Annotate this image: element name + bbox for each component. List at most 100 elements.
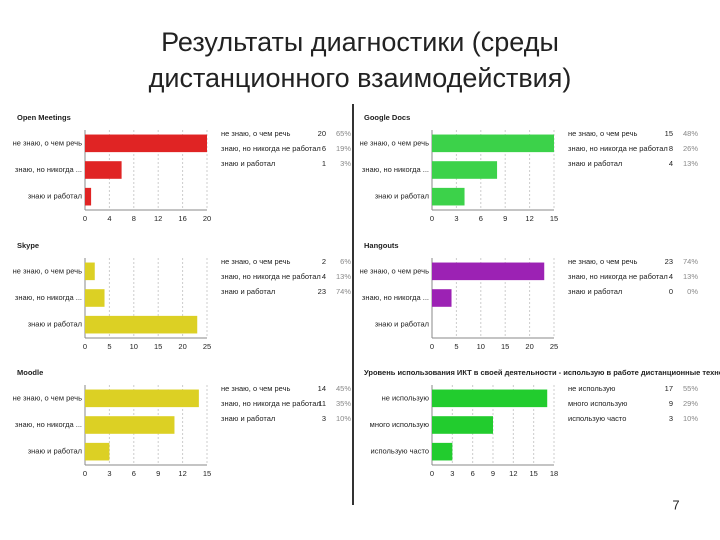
x-tick-label: 15 <box>550 214 558 223</box>
y-tick-label: знаю, но никогда ... <box>362 293 429 302</box>
x-tick-label: 3 <box>454 214 458 223</box>
table-percent: 19% <box>336 144 351 153</box>
slide-title: дистанционного взаимодействия) <box>149 63 572 93</box>
table-count: 1 <box>322 159 326 168</box>
y-tick-label: знаю, но никогда ... <box>362 165 429 174</box>
x-tick-label: 3 <box>107 469 111 478</box>
table-label: знаю и работал <box>221 414 275 423</box>
table-label: знаю, но никогда не работал <box>221 399 321 408</box>
x-tick-label: 0 <box>83 342 87 351</box>
table-count: 4 <box>669 159 673 168</box>
table-count: 4 <box>322 272 326 281</box>
y-tick-label: знаю и работал <box>28 192 82 201</box>
x-tick-label: 0 <box>83 469 87 478</box>
x-tick-label: 12 <box>178 469 186 478</box>
table-percent: 26% <box>683 144 698 153</box>
x-tick-label: 18 <box>550 469 558 478</box>
table-percent: 13% <box>336 272 351 281</box>
x-tick-label: 6 <box>471 469 475 478</box>
table-label: знаю и работал <box>221 159 275 168</box>
bar <box>85 187 92 206</box>
table-label: знаю, но никогда не работал <box>568 272 668 281</box>
y-tick-label: знаю и работал <box>375 192 429 201</box>
x-tick-label: 16 <box>178 214 186 223</box>
table-count: 11 <box>318 399 326 408</box>
y-tick-label: не знаю, о чем речь <box>13 266 83 275</box>
table-percent: 65% <box>336 129 351 138</box>
y-tick-label: много использую <box>370 420 430 429</box>
bar <box>432 389 548 408</box>
chart-title: Google Docs <box>364 113 410 122</box>
x-tick-label: 0 <box>83 214 87 223</box>
slide-title: Результаты диагностики (среды <box>161 27 559 57</box>
x-tick-label: 4 <box>107 214 111 223</box>
bar <box>85 262 95 281</box>
table-percent: 55% <box>683 384 698 393</box>
bar <box>85 289 105 307</box>
table-percent: 10% <box>336 414 351 423</box>
y-tick-label: знаю, но никогда ... <box>15 293 82 302</box>
x-tick-label: 10 <box>477 342 485 351</box>
table-percent: 45% <box>336 384 351 393</box>
table-count: 15 <box>665 129 673 138</box>
table-percent: 48% <box>683 129 698 138</box>
bar <box>85 389 199 408</box>
x-tick-label: 25 <box>550 342 558 351</box>
table-label: не использую <box>568 384 616 393</box>
table-percent: 74% <box>336 287 351 296</box>
x-tick-label: 15 <box>203 469 211 478</box>
x-tick-label: 6 <box>479 214 483 223</box>
table-count: 14 <box>318 384 326 393</box>
table-percent: 29% <box>683 399 698 408</box>
table-percent: 0% <box>687 287 698 296</box>
x-tick-label: 9 <box>491 469 495 478</box>
table-label: знаю, но никогда не работал <box>221 272 321 281</box>
x-tick-label: 0 <box>430 342 434 351</box>
table-label: не знаю, о чем речь <box>568 257 638 266</box>
x-tick-label: 15 <box>501 342 509 351</box>
y-tick-label: знаю, но никогда ... <box>15 420 82 429</box>
x-tick-label: 9 <box>156 469 160 478</box>
x-tick-label: 5 <box>107 342 111 351</box>
y-tick-label: знаю и работал <box>28 320 82 329</box>
bar <box>432 442 453 461</box>
y-tick-label: использую часто <box>371 447 429 456</box>
chart-title: Moodle <box>17 368 43 377</box>
x-tick-label: 12 <box>509 469 517 478</box>
x-tick-label: 20 <box>203 214 211 223</box>
bar <box>432 289 452 307</box>
bar <box>85 134 207 153</box>
table-count: 6 <box>322 144 326 153</box>
table-label: знаю и работал <box>568 159 622 168</box>
table-count: 0 <box>669 287 673 296</box>
table-count: 3 <box>669 414 673 423</box>
table-percent: 35% <box>336 399 351 408</box>
y-tick-label: не знаю, о чем речь <box>13 393 83 402</box>
x-tick-label: 10 <box>130 342 138 351</box>
x-tick-label: 6 <box>132 469 136 478</box>
table-percent: 6% <box>340 257 351 266</box>
table-percent: 74% <box>683 257 698 266</box>
bar <box>432 161 498 179</box>
y-tick-label: не знаю, о чем речь <box>13 138 83 147</box>
x-tick-label: 0 <box>430 469 434 478</box>
table-percent: 13% <box>683 272 698 281</box>
bar <box>432 134 554 153</box>
table-count: 9 <box>669 399 673 408</box>
bar <box>85 442 110 461</box>
table-count: 4 <box>669 272 673 281</box>
table-count: 17 <box>665 384 673 393</box>
bar <box>85 315 198 334</box>
x-tick-label: 8 <box>132 214 136 223</box>
page-number: 7 <box>672 497 679 512</box>
bar <box>432 262 545 281</box>
x-tick-label: 12 <box>154 214 162 223</box>
table-label: знаю, но никогда не работал <box>568 144 668 153</box>
table-label: не знаю, о чем речь <box>221 129 291 138</box>
table-count: 20 <box>318 129 326 138</box>
table-label: много использую <box>568 399 628 408</box>
table-count: 23 <box>665 257 673 266</box>
table-label: знаю и работал <box>221 287 275 296</box>
x-tick-label: 15 <box>529 469 537 478</box>
chart-title: Open Meetings <box>17 113 71 122</box>
